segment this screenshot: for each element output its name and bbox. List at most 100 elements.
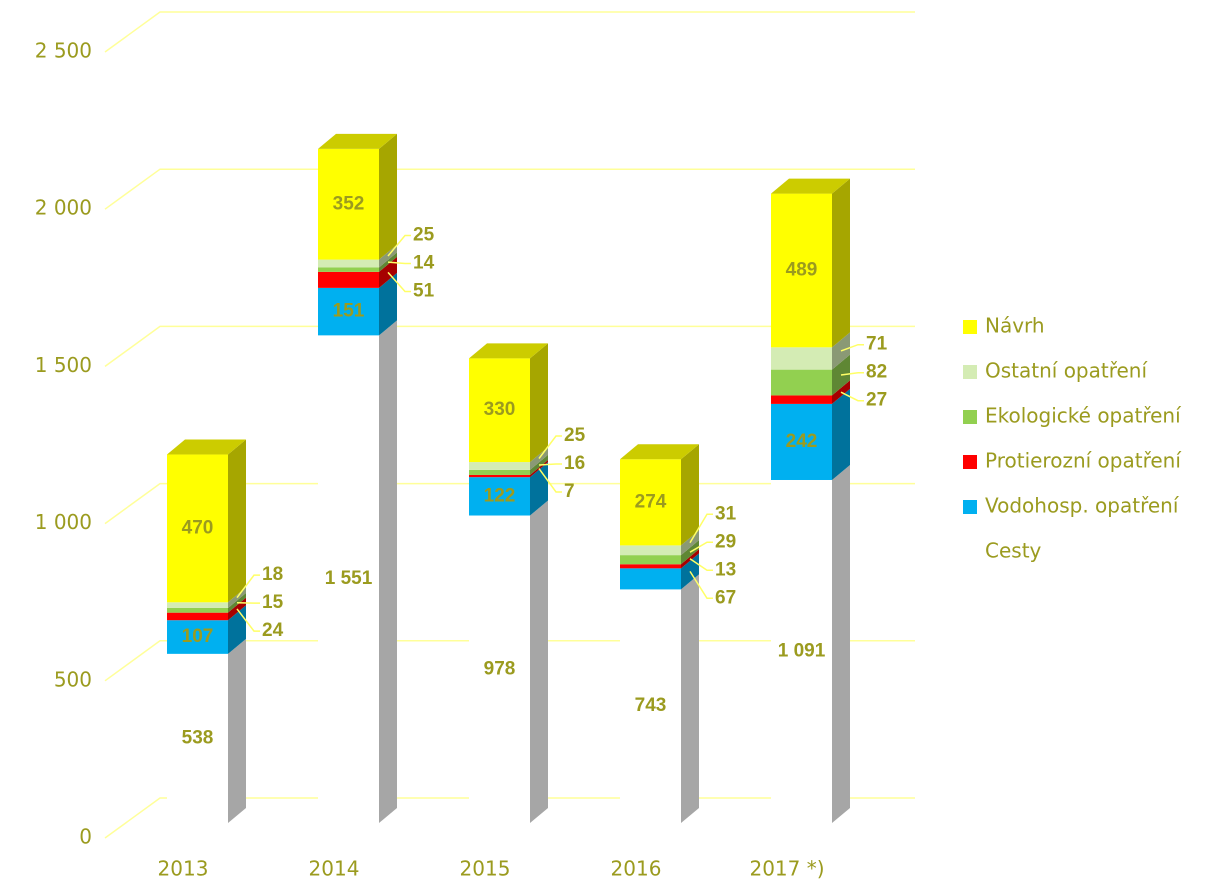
y-tick-label: 2 500 — [35, 39, 92, 63]
data-label: 1 091 — [778, 641, 826, 662]
legend-marker — [963, 545, 977, 559]
leader-line — [840, 371, 864, 376]
bar-side — [681, 549, 699, 569]
bar-segment — [620, 568, 681, 590]
y-tick-label: 0 — [79, 825, 92, 849]
data-label: 16 — [564, 453, 585, 474]
bar-side — [228, 605, 246, 654]
leader-line — [236, 608, 260, 632]
bar-top — [620, 444, 699, 460]
data-label: 107 — [182, 626, 214, 647]
bar-segment — [469, 477, 530, 516]
bar-segment — [620, 555, 681, 565]
x-tick-label: 2017 *) — [749, 857, 824, 881]
bar-segment — [469, 469, 530, 475]
bar-segment — [469, 515, 530, 823]
bar-segment — [771, 193, 832, 348]
bar-side — [228, 439, 246, 603]
bar-segment — [318, 335, 379, 823]
leader-line — [538, 468, 562, 493]
bar-side — [832, 464, 850, 823]
legend-marker — [963, 365, 977, 379]
data-label: 7 — [564, 481, 575, 502]
bar-segment — [469, 474, 530, 478]
bar-segment — [167, 653, 228, 823]
bar-side — [832, 388, 850, 480]
leader-line — [387, 271, 411, 293]
bar-segment — [469, 462, 530, 470]
legend-label: Vodohosp. opatření — [985, 494, 1180, 518]
grid-line — [104, 11, 915, 53]
legend-label: Návrh — [985, 314, 1045, 338]
bar-segment — [318, 287, 379, 336]
leader-line — [840, 391, 864, 402]
data-label: 18 — [262, 564, 283, 585]
data-label: 151 — [333, 301, 365, 322]
bar-segment — [771, 347, 832, 370]
data-label: 15 — [262, 592, 284, 613]
bar-segment — [318, 259, 379, 268]
bar-segment — [167, 607, 228, 613]
data-label: 71 — [866, 334, 888, 355]
data-label: 1 551 — [325, 568, 373, 589]
bar-segment — [620, 545, 681, 556]
data-label: 14 — [413, 253, 435, 274]
data-label: 51 — [413, 281, 435, 302]
data-label: 25 — [564, 425, 586, 446]
bar-side — [228, 592, 246, 613]
y-tick-label: 1 500 — [35, 353, 92, 377]
leader-line — [689, 541, 713, 553]
leader-line — [689, 558, 713, 572]
legend-label: Cesty — [985, 539, 1042, 563]
bar-segment — [771, 479, 832, 823]
bar-segment — [167, 620, 228, 654]
bar-top — [469, 343, 548, 359]
data-label: 13 — [715, 559, 736, 580]
bar-side — [530, 500, 548, 823]
legend-marker — [963, 410, 977, 424]
bar-segment — [771, 403, 832, 480]
leader-line — [538, 463, 562, 466]
bar-side — [832, 178, 850, 348]
leader-line — [840, 343, 864, 352]
bar-segment — [620, 589, 681, 823]
leader-line — [387, 261, 411, 265]
bar-top — [771, 178, 850, 194]
bar-segment — [167, 454, 228, 603]
grid-line — [104, 325, 915, 368]
bar-segment — [318, 148, 379, 260]
data-label: 242 — [786, 431, 818, 452]
legend-marker — [963, 455, 977, 469]
bar-segment — [318, 271, 379, 288]
bar-side — [379, 133, 397, 260]
data-label: 67 — [715, 587, 736, 608]
data-label: 274 — [635, 491, 667, 512]
bar-segment — [771, 369, 832, 396]
bar-segment — [167, 602, 228, 608]
leader-line — [689, 570, 713, 600]
bar-top — [318, 133, 397, 149]
x-tick-label: 2014 — [309, 857, 360, 881]
leader-line — [236, 574, 260, 599]
legend-marker — [963, 500, 977, 514]
bar-segment — [167, 612, 228, 621]
legend-label: Ekologické opatření — [985, 404, 1182, 428]
grid-line — [104, 168, 915, 210]
bar-top — [167, 439, 246, 455]
data-label: 352 — [333, 193, 365, 214]
bar-side — [681, 444, 699, 546]
data-label: 31 — [715, 503, 737, 524]
data-label: 470 — [182, 517, 214, 538]
leader-line — [689, 513, 713, 544]
y-tick-label: 2 000 — [35, 196, 92, 220]
leader-line — [538, 435, 562, 459]
data-label: 330 — [484, 399, 516, 420]
leader-line — [387, 234, 411, 257]
bar-segment — [620, 564, 681, 569]
data-label: 538 — [182, 727, 214, 748]
bar-segment — [620, 459, 681, 546]
y-tick-label: 500 — [54, 667, 92, 691]
legend-marker — [963, 320, 977, 334]
data-label: 743 — [635, 695, 667, 716]
